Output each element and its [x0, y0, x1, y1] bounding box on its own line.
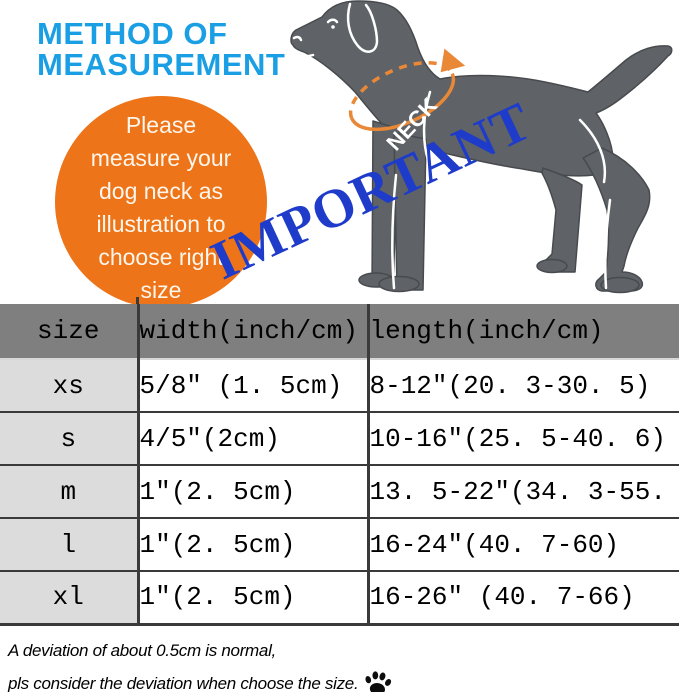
deviation-note-line1: A deviation of about 0.5cm is normal, — [8, 641, 276, 660]
page-title: METHOD OF MEASUREMENT — [37, 18, 285, 80]
dog-front-leg-separator — [391, 173, 398, 290]
dog-hind-far-leg — [541, 167, 583, 273]
cell-size: xl — [0, 570, 140, 626]
instruction-line: choose right — [98, 244, 224, 270]
dog-hind-near-leg — [582, 147, 651, 292]
table-row: m 1″(2. 5cm) 13. 5-22″(34. 3-55. 9) — [0, 464, 679, 518]
neck-arrow-icon — [440, 48, 466, 73]
deviation-note-line2: pls consider the deviation when choose t… — [8, 674, 359, 692]
cell-size: s — [0, 411, 140, 465]
page-title-line1: METHOD OF — [37, 16, 228, 51]
instruction-line: dog neck as — [98, 178, 224, 204]
cell-width: 1″(2. 5cm) — [138, 570, 370, 626]
table-row: xl 1″(2. 5cm) 16-26″ (40. 7-66) — [0, 570, 679, 626]
dog-ear-line — [346, 2, 379, 53]
dog-nose-line — [292, 35, 303, 42]
instruction-line: measure your — [90, 145, 232, 171]
neck-measurement-ellipse — [348, 48, 466, 132]
cell-size: l — [0, 517, 140, 571]
table-row: xs 5/8″ (1. 5cm) 8-12″(20. 3-30. 5) — [0, 359, 679, 412]
deviation-note-line2-row: pls consider the deviation when choose t… — [8, 669, 394, 692]
dog-hind-leg-separator — [603, 198, 612, 290]
cell-width: 5/8″ (1. 5cm) — [138, 359, 370, 412]
dog-front-near-leg — [393, 132, 427, 291]
dog-eye-line — [326, 18, 339, 24]
instruction-line: Please — [125, 112, 197, 138]
dog-shoulder-line — [422, 90, 432, 162]
cell-width: 1″(2. 5cm) — [138, 464, 370, 518]
cell-width: 4/5″(2cm) — [138, 411, 370, 465]
dog-eye-dot — [331, 25, 335, 29]
cell-size: m — [0, 464, 140, 518]
cell-length: 10-16″(25. 5-40. 6) — [368, 411, 679, 465]
cell-length: 13. 5-22″(34. 3-55. 9) — [368, 464, 679, 518]
cell-length: 8-12″(20. 3-30. 5) — [369, 370, 651, 401]
dog-silhouette-illustration: NECK — [290, 0, 673, 294]
column-header-width: width(inch/cm) — [138, 304, 370, 360]
page-title-line2: MEASUREMENT — [37, 47, 286, 82]
cell-width: 1″(2. 5cm) — [138, 517, 370, 571]
cell-length: 16-26″ (40. 7-66) — [368, 570, 679, 626]
dog-front-near-paw — [378, 275, 420, 293]
instruction-line: size — [140, 277, 182, 303]
dog-mouth-line — [292, 50, 315, 58]
size-chart-table: size width(inch/cm) length(inch/cm) xs 5… — [0, 304, 679, 626]
table-row: l 1″(2. 5cm) 16-24″(40. 7-60) — [0, 517, 679, 571]
dog-hind-near-paw — [600, 276, 640, 294]
table-row: s 4/5″(2cm) 10-16″(25. 5-40. 6) — [0, 411, 679, 465]
instruction-circle: Please measure your dog neck as illustra… — [55, 96, 267, 308]
dog-hind-far-paw — [536, 258, 568, 274]
cell-size: xs — [0, 359, 140, 412]
instruction-line: illustration to — [96, 211, 226, 237]
dog-thigh-line — [578, 118, 607, 184]
column-header-size: size — [0, 304, 140, 360]
paw-print-icon — [365, 671, 392, 692]
table-header-row: size width(inch/cm) length(inch/cm) — [0, 304, 679, 360]
dog-detail-lines — [292, 2, 612, 290]
column-header-length: length(inch/cm) — [368, 304, 679, 360]
table-divider-stub — [136, 297, 139, 304]
cell-length: 16-24″(40. 7-60) — [368, 517, 679, 571]
